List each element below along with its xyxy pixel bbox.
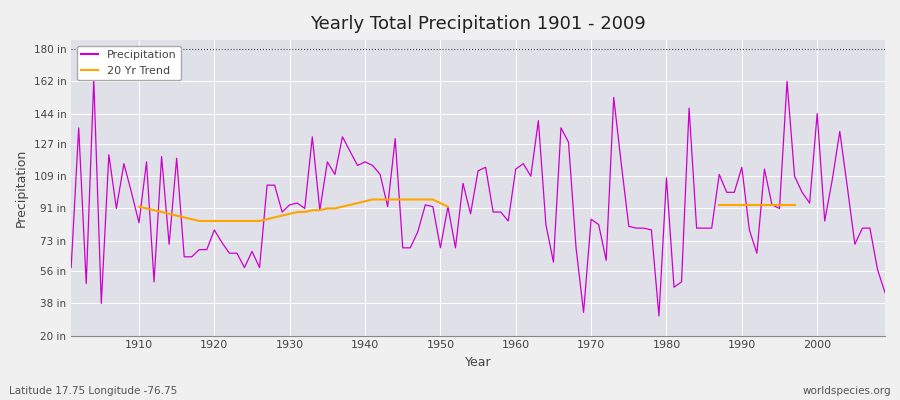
Text: Latitude 17.75 Longitude -76.75: Latitude 17.75 Longitude -76.75 xyxy=(9,386,177,396)
Title: Yearly Total Precipitation 1901 - 2009: Yearly Total Precipitation 1901 - 2009 xyxy=(310,15,646,33)
Y-axis label: Precipitation: Precipitation xyxy=(15,149,28,227)
Text: worldspecies.org: worldspecies.org xyxy=(803,386,891,396)
X-axis label: Year: Year xyxy=(464,356,491,369)
Legend: Precipitation, 20 Yr Trend: Precipitation, 20 Yr Trend xyxy=(76,46,181,80)
